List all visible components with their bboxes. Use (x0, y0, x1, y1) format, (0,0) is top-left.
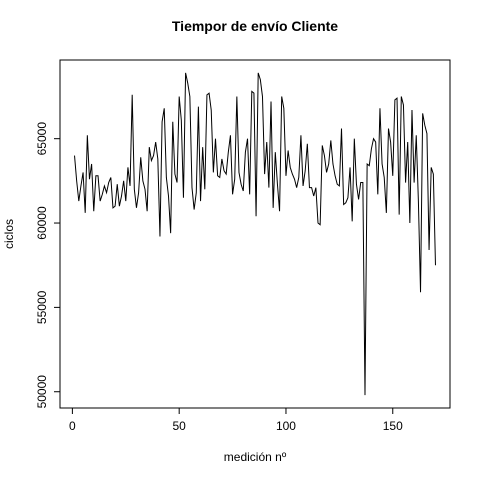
plot-box (59, 59, 451, 409)
y-tick-label: 60000 (35, 206, 49, 240)
y-tick-label: 50000 (35, 375, 49, 409)
chart-title: Tiempor de envío Cliente (172, 18, 338, 34)
x-axis-label: medición nº (224, 450, 287, 464)
x-tick-label: 100 (276, 419, 296, 433)
data-line (74, 72, 436, 396)
x-tick-label: 150 (383, 419, 403, 433)
x-tick-label: 50 (172, 419, 186, 433)
y-tick-label: 65000 (35, 122, 49, 156)
y-axis-label: ciclos (2, 219, 16, 249)
x-tick-label: 0 (69, 419, 76, 433)
y-tick-label: 55000 (35, 290, 49, 324)
